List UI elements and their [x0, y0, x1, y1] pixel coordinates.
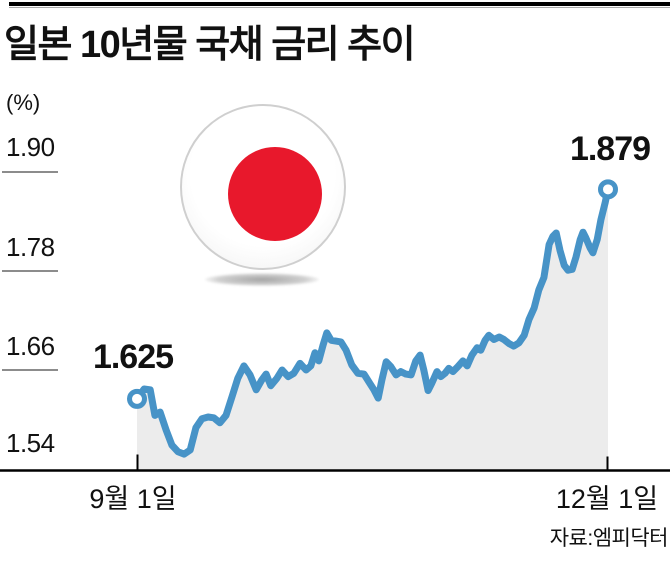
unit-label: (%)	[6, 90, 41, 115]
page-title: 일본 10년물 국채 금리 추이	[4, 24, 416, 66]
top-rule-shadow	[9, 7, 670, 8]
flag-red-circle	[228, 147, 322, 241]
japan-flag-icon	[180, 104, 346, 270]
y-tick-label: 1.90	[6, 132, 55, 162]
y-tick-label: 1.54	[6, 428, 55, 458]
x-tick-label-end: 12월 1일	[555, 484, 659, 514]
x-tick-label-start: 9월 1일	[89, 484, 177, 514]
area-fill	[137, 189, 608, 471]
start-marker	[127, 388, 147, 409]
source-label: 자료:엠피닥터	[549, 527, 669, 550]
end-marker	[598, 179, 618, 200]
y-tick-label: 1.66	[6, 331, 55, 361]
end-value-label: 1.879	[569, 130, 651, 168]
y-tick-label: 1.78	[6, 232, 55, 262]
start-value-label: 1.625	[92, 338, 174, 376]
top-rule	[9, 2, 670, 6]
flag-shadow	[205, 273, 319, 286]
trend-line	[133, 185, 612, 458]
